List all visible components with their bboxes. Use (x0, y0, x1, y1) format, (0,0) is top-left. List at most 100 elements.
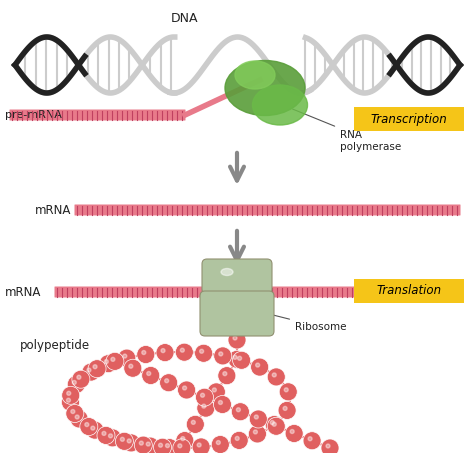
Circle shape (103, 429, 121, 447)
Circle shape (186, 415, 204, 434)
Circle shape (249, 410, 267, 428)
Circle shape (134, 436, 152, 453)
Circle shape (115, 432, 133, 450)
Circle shape (195, 344, 213, 362)
Circle shape (216, 440, 220, 444)
Circle shape (279, 383, 297, 401)
Circle shape (219, 400, 222, 405)
Circle shape (284, 388, 288, 392)
Circle shape (212, 388, 216, 392)
Circle shape (303, 432, 321, 450)
Text: pre-mRNA: pre-mRNA (5, 110, 62, 120)
Circle shape (267, 368, 285, 386)
Circle shape (97, 426, 115, 444)
Circle shape (86, 421, 104, 439)
Ellipse shape (221, 269, 233, 275)
Circle shape (147, 371, 151, 376)
Circle shape (197, 443, 201, 447)
Circle shape (267, 417, 285, 435)
Circle shape (237, 408, 240, 412)
Circle shape (228, 331, 246, 349)
Circle shape (251, 358, 269, 376)
FancyBboxPatch shape (74, 204, 461, 216)
Circle shape (139, 441, 143, 445)
Circle shape (146, 442, 150, 446)
Circle shape (235, 436, 239, 440)
Text: Ribosome: Ribosome (272, 315, 346, 332)
Text: mRNA: mRNA (35, 203, 72, 217)
Circle shape (248, 425, 266, 443)
Circle shape (233, 336, 237, 340)
Circle shape (176, 432, 194, 449)
Circle shape (91, 426, 95, 430)
Circle shape (154, 438, 172, 453)
Circle shape (278, 401, 296, 419)
Text: polypeptide: polypeptide (20, 338, 90, 352)
Circle shape (180, 348, 184, 352)
Circle shape (104, 360, 108, 364)
Circle shape (165, 443, 170, 448)
Text: DNA: DNA (171, 12, 199, 25)
Circle shape (111, 357, 115, 361)
Circle shape (158, 443, 163, 447)
Circle shape (124, 359, 142, 377)
Circle shape (93, 365, 97, 369)
Circle shape (123, 354, 127, 358)
Circle shape (118, 349, 136, 367)
Circle shape (200, 349, 204, 353)
Circle shape (80, 418, 98, 436)
Circle shape (181, 437, 185, 441)
Circle shape (127, 439, 131, 443)
Circle shape (129, 364, 133, 368)
Circle shape (254, 430, 257, 434)
Circle shape (283, 406, 287, 410)
Circle shape (175, 343, 193, 361)
Circle shape (161, 349, 165, 352)
Circle shape (141, 437, 159, 453)
Circle shape (228, 350, 246, 368)
Circle shape (202, 404, 206, 408)
Circle shape (237, 356, 242, 360)
FancyBboxPatch shape (354, 107, 464, 131)
Circle shape (137, 346, 155, 363)
Ellipse shape (235, 61, 275, 89)
Circle shape (66, 398, 71, 402)
Circle shape (233, 355, 237, 359)
FancyBboxPatch shape (9, 110, 185, 120)
Circle shape (290, 429, 294, 434)
FancyBboxPatch shape (354, 279, 464, 303)
Circle shape (255, 363, 260, 367)
Circle shape (231, 403, 249, 421)
Circle shape (66, 405, 84, 423)
Circle shape (62, 393, 80, 411)
Circle shape (254, 415, 258, 419)
Circle shape (218, 366, 236, 385)
FancyBboxPatch shape (200, 291, 274, 336)
Circle shape (321, 439, 339, 453)
FancyBboxPatch shape (202, 259, 272, 294)
Circle shape (192, 438, 210, 453)
Text: RNA
polymerase: RNA polymerase (292, 109, 401, 152)
Circle shape (67, 376, 85, 394)
Text: Transcription: Transcription (371, 112, 447, 125)
Circle shape (122, 434, 140, 452)
Circle shape (87, 368, 91, 372)
Circle shape (214, 347, 232, 365)
Circle shape (120, 437, 124, 441)
Circle shape (160, 374, 178, 392)
Circle shape (272, 373, 276, 377)
Text: mRNA: mRNA (5, 285, 41, 299)
Circle shape (223, 371, 227, 376)
Circle shape (230, 431, 248, 449)
Circle shape (191, 420, 195, 424)
Circle shape (272, 422, 276, 426)
Circle shape (178, 444, 182, 448)
Circle shape (142, 351, 146, 355)
Circle shape (161, 439, 179, 453)
Ellipse shape (253, 85, 308, 125)
Circle shape (285, 424, 303, 443)
Circle shape (77, 375, 81, 379)
Circle shape (75, 415, 79, 419)
Circle shape (211, 435, 229, 453)
Circle shape (207, 383, 225, 401)
